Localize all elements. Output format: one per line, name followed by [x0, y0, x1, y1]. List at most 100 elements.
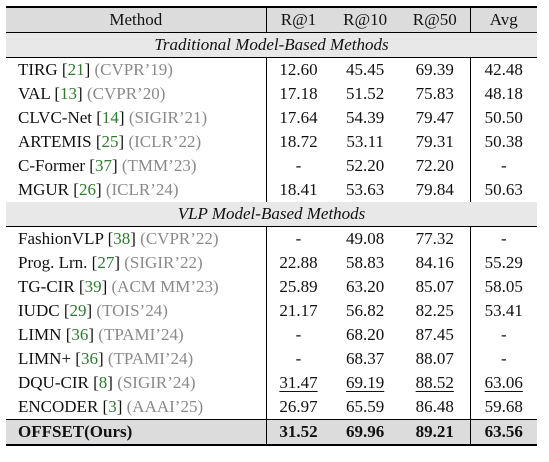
r10-value: 69.19	[346, 373, 385, 392]
r10-cell: 49.08	[330, 227, 400, 252]
r1-value: 31.47	[279, 373, 318, 392]
citation-number[interactable]: 36	[80, 349, 98, 368]
r50-value: 79.84	[415, 180, 454, 199]
citation-number[interactable]: 36	[71, 325, 89, 344]
r10-cell: 54.39	[330, 106, 400, 130]
r10-value: 49.08	[346, 229, 385, 248]
r50-cell: 84.16	[399, 251, 471, 275]
r50-cell: 72.20	[399, 154, 471, 178]
venue-label: (CVPR’19)	[94, 60, 173, 79]
method-cell: TIRG [21] (CVPR’19)	[6, 57, 267, 82]
method-cell: CLVC-Net [14] (SIGIR’21)	[6, 106, 267, 130]
citation-link[interactable]: [25]	[95, 132, 129, 151]
r1-value: 18.41	[279, 180, 318, 199]
citation-number[interactable]: 13	[60, 84, 78, 103]
venue-label: (CVPR’20)	[86, 84, 166, 103]
citation-link[interactable]: [21]	[61, 60, 95, 79]
method-name: TG-CIR	[18, 277, 79, 296]
venue-label: (ICLR’24)	[105, 180, 179, 199]
citation-number[interactable]: 37	[94, 156, 112, 175]
r1-value: -	[295, 156, 302, 175]
r50-value: 72.20	[415, 156, 454, 175]
citation-link[interactable]: [13]	[54, 84, 87, 103]
avg-value: 50.38	[484, 132, 523, 151]
r50-cell: 88.07	[399, 347, 471, 371]
r50-value: 87.45	[415, 325, 454, 344]
citation-number[interactable]: 14	[101, 108, 119, 127]
r10-value: 56.82	[346, 301, 385, 320]
citation-number[interactable]: 38	[113, 229, 131, 248]
avg-cell: 42.48	[470, 58, 537, 83]
method-name: ENCODER	[18, 397, 103, 416]
citation-link[interactable]: [37]	[89, 156, 122, 175]
table-row: C-Former [37] (TMM’23) - 52.20 72.20 -	[6, 154, 537, 178]
citation-number[interactable]: 26	[78, 180, 96, 199]
avg-cell: -	[470, 227, 537, 252]
r1-value: 17.64	[279, 108, 318, 127]
method-cell: VAL [13] (CVPR’20)	[6, 82, 267, 106]
r50-value: 75.83	[415, 84, 454, 103]
r50-cell: 79.47	[399, 106, 471, 130]
citation-link[interactable]: [3]	[102, 397, 127, 416]
r10-value: 58.83	[346, 253, 385, 272]
citation-number[interactable]: 25	[101, 132, 119, 151]
venue-label: (ICLR’22)	[128, 132, 202, 151]
r10-cell: 51.52	[330, 82, 400, 106]
citation-number[interactable]: 21	[67, 60, 85, 79]
citation-link[interactable]: [38]	[107, 229, 141, 248]
section-header-row: VLP Model-Based Methods	[6, 202, 537, 227]
avg-cell: 48.18	[470, 82, 537, 106]
citation-number[interactable]: 29	[69, 301, 87, 320]
r50-cell: 87.45	[399, 323, 471, 347]
table-row: MGUR [26] (ICLR’24) 18.41 53.63 79.84 50.63	[6, 178, 537, 202]
avg-value: 59.68	[484, 397, 523, 416]
avg-value: 50.50	[484, 108, 523, 127]
r50-value: 88.07	[415, 349, 454, 368]
citation-link[interactable]: [14]	[96, 108, 129, 127]
avg-cell: 53.41	[470, 299, 537, 323]
citation-link[interactable]: [29]	[63, 301, 97, 320]
citation-number[interactable]: 8	[98, 373, 108, 392]
method-name: ARTEMIS	[18, 132, 96, 151]
r50-cell: 85.07	[399, 275, 471, 299]
r1-cell: 12.60	[266, 58, 330, 83]
r50-value: 77.32	[415, 229, 454, 248]
citation-link[interactable]: [26]	[73, 180, 106, 199]
r50-value: 79.31	[415, 132, 454, 151]
citation-number[interactable]: 39	[84, 277, 102, 296]
header-row: Method R@1 R@10 R@50 Avg	[6, 7, 537, 33]
final-avg-value: 63.56	[470, 419, 537, 445]
r1-value: 12.60	[279, 60, 318, 79]
r10-value: 53.11	[346, 132, 384, 151]
r1-cell: 22.88	[266, 251, 330, 275]
citation-link[interactable]: [36]	[65, 325, 99, 344]
venue-label: (AAAI’25)	[126, 397, 204, 416]
method-name: C-Former	[18, 156, 90, 175]
citation-link[interactable]: [8]	[93, 373, 118, 392]
citation-link[interactable]: [27]	[91, 253, 125, 272]
section-header-row: Traditional Model-Based Methods	[6, 32, 537, 58]
r10-cell: 56.82	[330, 299, 400, 323]
method-cell: FashionVLP [38] (CVPR’22)	[6, 226, 267, 251]
final-r10-value: 69.96	[330, 419, 400, 445]
table-row: Prog. Lrn. [27] (SIGIR’22) 22.88 58.83 84.1…	[6, 251, 537, 275]
citation-link[interactable]: [36]	[75, 349, 108, 368]
venue-label: (TOIS’24)	[96, 301, 168, 320]
r50-cell: 69.39	[399, 57, 471, 82]
method-name: Prog. Lrn.	[18, 253, 92, 272]
section-title: Traditional Model-Based Methods	[6, 32, 537, 58]
r10-value: 68.20	[346, 325, 385, 344]
table-row: LIMN+ [36] (TPAMI’24) - 68.37 88.07 -	[6, 347, 537, 371]
r1-value: -	[295, 325, 302, 344]
citation-link[interactable]: [39]	[78, 277, 112, 296]
method-cell: ENCODER [3] (AAAI’25)	[6, 395, 267, 420]
table-body: Traditional Model-Based Methods TIRG [21]…	[6, 32, 537, 445]
final-r50-value: 89.21	[399, 419, 471, 445]
r50-cell: 77.32	[399, 226, 471, 251]
r1-cell: 18.41	[266, 178, 330, 202]
r1-cell: 25.89	[266, 275, 330, 299]
citation-number[interactable]: 27	[97, 253, 115, 272]
method-header: Method	[6, 7, 267, 33]
citation-number[interactable]: 3	[108, 397, 117, 416]
method-cell: LIMN [36] (TPAMI’24)	[6, 323, 267, 347]
